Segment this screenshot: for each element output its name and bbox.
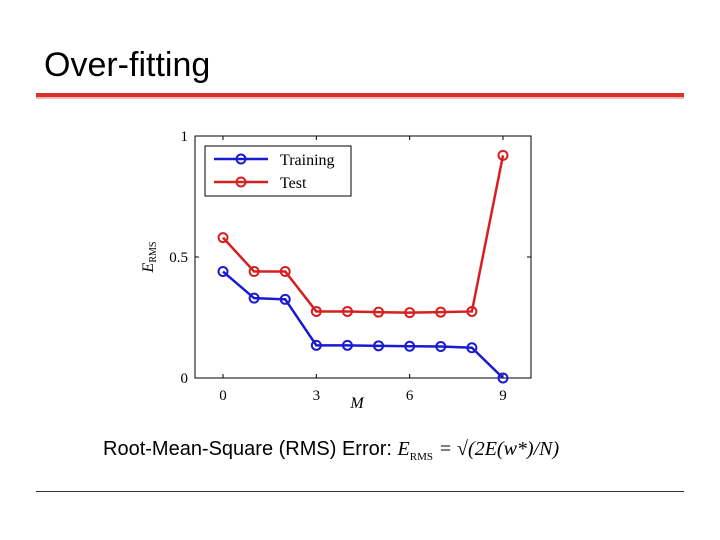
y-tick-label-0: 0 [181, 371, 189, 387]
y-axis-label: ERMS [140, 242, 159, 274]
point-test-7 [435, 306, 447, 318]
legend-label-test: Test [280, 175, 307, 192]
caption-label: Root-Mean-Square (RMS) Error: [103, 438, 392, 460]
point-training-7 [435, 341, 447, 353]
x-tick-label-6: 6 [406, 388, 414, 404]
point-training-2 [279, 293, 291, 305]
slide-title: Over-fitting [44, 46, 211, 84]
point-test-2 [279, 266, 291, 278]
point-training-8 [466, 342, 478, 354]
title-underline [36, 93, 684, 97]
point-test-5 [373, 306, 385, 318]
legend-marker-training [235, 153, 247, 165]
point-test-9 [497, 149, 509, 161]
point-test-3 [310, 305, 322, 317]
legend-marker-test [235, 176, 247, 188]
legend: Training Test [204, 145, 352, 197]
rms-caption: Root-Mean-Square (RMS) Error: ERMS = √(2… [103, 438, 559, 463]
point-training-6 [404, 340, 416, 352]
title-underline-shadow [36, 97, 684, 99]
legend-label-training: Training [280, 152, 335, 169]
x-axis-label: M [349, 395, 365, 412]
point-training-0 [217, 266, 229, 278]
x-tick-label-0: 0 [219, 388, 227, 404]
x-tick-label-9: 9 [499, 388, 507, 404]
point-test-6 [404, 307, 416, 319]
formula-lhs: ERMS [397, 438, 433, 463]
point-test-4 [341, 305, 353, 317]
axis-ticks [195, 135, 531, 379]
point-test-1 [248, 266, 260, 278]
series-line-training [222, 270, 504, 379]
x-tick-label-3: 3 [313, 388, 321, 404]
point-training-4 [341, 339, 353, 351]
y-tick-label-2: 1 [181, 129, 189, 145]
point-test-0 [217, 232, 229, 244]
series-layer [217, 149, 509, 384]
legend-box [204, 145, 352, 197]
series-line-test [222, 155, 505, 314]
formula-rhs: = √(2E(w*)/N) [438, 438, 560, 460]
tick-labels: 0 3 6 9 0 0.5 1 [169, 129, 507, 404]
point-training-3 [310, 339, 322, 351]
bottom-rule [36, 491, 684, 492]
y-tick-label-1: 0.5 [169, 250, 188, 266]
point-training-1 [248, 292, 260, 304]
point-training-5 [373, 340, 385, 352]
point-training-9 [497, 372, 509, 384]
point-test-8 [466, 305, 478, 317]
